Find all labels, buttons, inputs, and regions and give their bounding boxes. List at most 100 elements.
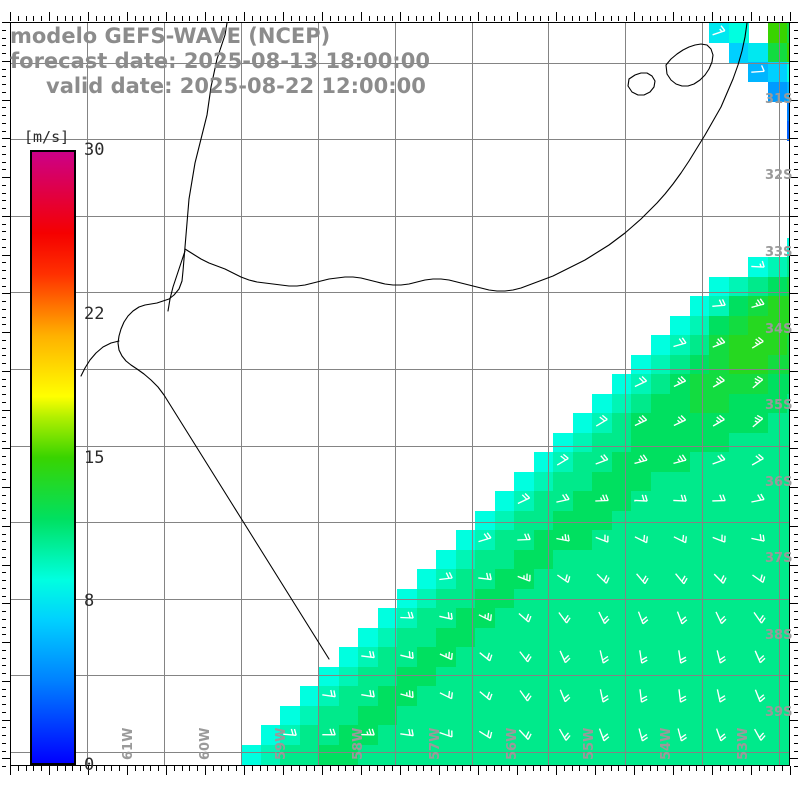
axis-tick xyxy=(793,649,798,651)
axis-tick xyxy=(2,208,7,209)
axis-ticks-left xyxy=(2,22,10,767)
raster-cell xyxy=(494,530,515,551)
axis-tick xyxy=(2,409,10,411)
axis-tick xyxy=(392,766,394,771)
raster-cell xyxy=(358,666,379,687)
axis-tick xyxy=(2,502,7,504)
raster-cell xyxy=(767,42,788,63)
axis-tick xyxy=(353,16,355,21)
axis-tick xyxy=(228,766,230,771)
raster-cell xyxy=(787,42,789,63)
raster-cell xyxy=(728,647,749,668)
axis-tick xyxy=(345,16,347,21)
axis-tick xyxy=(88,766,89,775)
axis-tick xyxy=(2,750,7,752)
raster-cell xyxy=(553,432,574,453)
axis-tick xyxy=(236,16,238,21)
axis-tick xyxy=(2,587,7,589)
raster-cell xyxy=(455,530,476,551)
raster-cell xyxy=(728,491,749,512)
axis-tick xyxy=(793,541,798,543)
axis-tick xyxy=(2,510,7,512)
axis-tick xyxy=(2,727,7,729)
axis-tick xyxy=(49,766,50,775)
raster-cell xyxy=(494,549,515,570)
axis-tick xyxy=(649,16,651,21)
gridline-vertical xyxy=(317,23,319,765)
raster-cell xyxy=(748,588,769,609)
raster-cell xyxy=(767,62,788,83)
axis-tick xyxy=(392,16,394,21)
axis-tick xyxy=(470,16,472,21)
axis-tick xyxy=(2,642,10,643)
raster-cell xyxy=(728,686,749,707)
raster-cell xyxy=(650,432,671,453)
raster-cell xyxy=(475,705,496,726)
raster-cell xyxy=(416,666,437,687)
axis-tick xyxy=(649,766,651,771)
raster-cell xyxy=(553,510,574,531)
axis-tick xyxy=(197,766,199,771)
axis-tick xyxy=(446,766,448,771)
raster-cell xyxy=(689,686,710,707)
axis-tick xyxy=(2,471,7,473)
axis-tick xyxy=(673,766,674,775)
raster-cell xyxy=(767,666,788,687)
gridline-horizontal xyxy=(11,292,789,294)
raster-cell xyxy=(260,725,281,746)
axis-tick xyxy=(790,680,798,682)
raster-cell xyxy=(436,627,457,648)
axis-tick xyxy=(337,16,339,21)
map-plot-area[interactable] xyxy=(10,22,790,766)
axis-tick xyxy=(259,16,261,21)
raster-cell xyxy=(767,471,788,492)
raster-cell xyxy=(787,647,789,668)
axis-tick xyxy=(267,16,269,21)
raster-cell xyxy=(748,471,769,492)
axis-tick xyxy=(2,76,7,78)
raster-cell xyxy=(787,296,789,317)
axis-tick xyxy=(532,766,534,771)
raster-cell xyxy=(631,627,652,648)
raster-cell xyxy=(299,744,320,765)
raster-cell xyxy=(650,686,671,707)
axis-tick xyxy=(532,16,534,21)
raster-cell xyxy=(689,452,710,473)
axis-tick xyxy=(793,626,798,628)
axis-tick xyxy=(2,332,10,333)
axis-tick xyxy=(793,580,798,581)
raster-cell xyxy=(475,627,496,648)
axis-tick xyxy=(793,192,798,194)
axis-tick xyxy=(407,766,409,771)
raster-cell xyxy=(689,315,710,336)
axis-tick xyxy=(275,766,277,771)
axis-tick xyxy=(793,84,798,85)
colorbar[interactable] xyxy=(30,150,76,765)
raster-cell xyxy=(787,549,789,570)
axis-tick xyxy=(2,440,7,442)
axis-tick xyxy=(134,766,136,771)
axis-tick xyxy=(790,293,798,295)
raster-cell xyxy=(709,666,730,687)
raster-cell xyxy=(631,549,652,570)
raster-cell xyxy=(611,744,632,765)
axis-tick xyxy=(298,16,300,21)
axis-tick xyxy=(793,53,798,54)
raster-cell xyxy=(631,588,652,609)
raster-cell xyxy=(689,569,710,590)
colorbar-tick-15: 15 xyxy=(84,447,105,468)
axis-tick xyxy=(2,161,7,163)
raster-cell xyxy=(689,335,710,356)
axis-tick xyxy=(33,766,35,771)
raster-cell xyxy=(689,725,710,746)
axis-tick xyxy=(2,29,7,31)
raster-cell xyxy=(397,627,418,648)
axis-ticks-right xyxy=(790,22,798,767)
raster-cell xyxy=(572,413,593,434)
axis-tick xyxy=(2,518,7,519)
axis-tick xyxy=(2,308,7,310)
raster-cell xyxy=(572,432,593,453)
raster-cell xyxy=(767,296,788,317)
axis-tick xyxy=(2,84,7,85)
map-clip xyxy=(11,23,789,765)
